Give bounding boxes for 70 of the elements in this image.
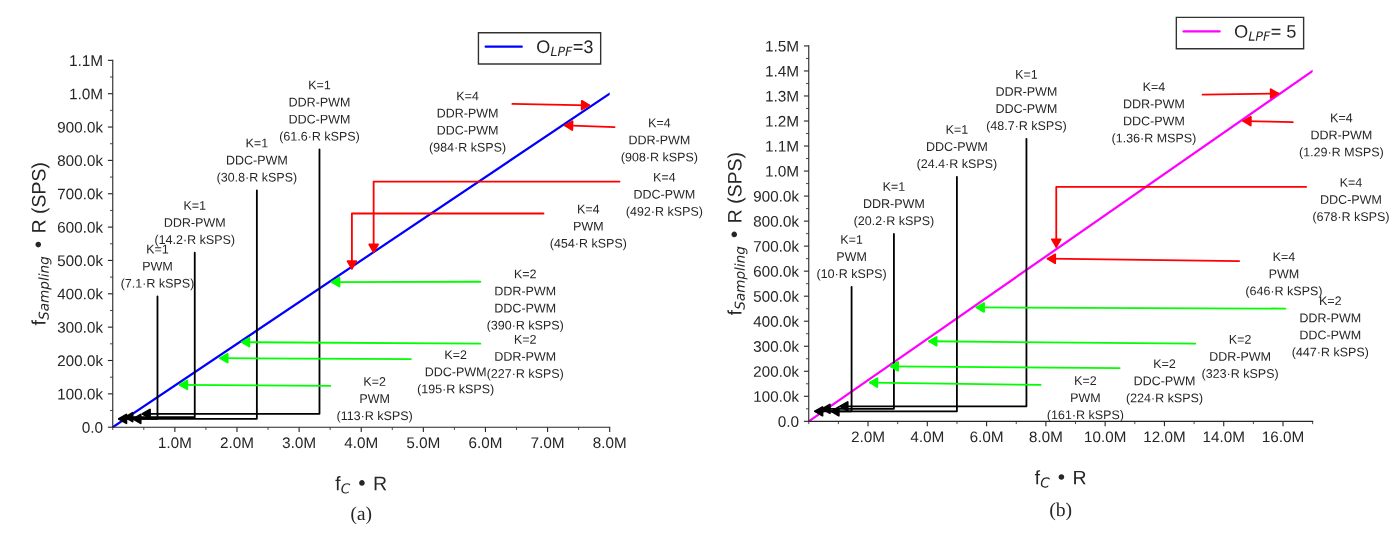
annotation: K=2 PWM (113·R kSPS): [337, 377, 412, 423]
annotation: K=4 DDR-PWM DDC-PWM (1.36·R MSPS): [1112, 82, 1196, 145]
x-tick-label: 2.0M: [220, 437, 253, 449]
text: (a): [351, 506, 372, 525]
x-tick-label: 7.0M: [531, 437, 564, 449]
x-tick-label: 6.0M: [970, 431, 1003, 443]
text: (b): [1050, 502, 1072, 521]
y-tick-label: 1.1M: [766, 141, 798, 152]
annotation: K=4 PWM (454·R kSPS): [550, 204, 627, 251]
x-tick-label: 14.0M: [1203, 431, 1244, 443]
y-tick-label: 100.0k: [58, 388, 104, 400]
y-tick-label: 200.0k: [57, 354, 104, 367]
y-axis-title: f$_{Sampling}$ • R (SPS): [727, 153, 748, 316]
x-tick-label: 8.0M: [593, 437, 626, 449]
y-tick-label: 900.0k: [57, 121, 104, 133]
x-tick-label: 5.0M: [406, 437, 440, 449]
annotation: K=1 DDR-PWM (20.2·R kSPS): [854, 182, 934, 228]
y-tick-label: 300.0k: [57, 321, 104, 333]
y-tick-label: 900.0k: [753, 190, 800, 202]
annotation: K=4 DDR-PWM (908·R kSPS): [621, 118, 698, 164]
y-tick-label: 600.0k: [57, 221, 104, 233]
y-tick-label: 1.3M: [766, 90, 798, 102]
y-tick-label: 200.0k: [753, 365, 800, 377]
annotation: K=2 DDR-PWM (227·R kSPS): [487, 334, 563, 381]
y-tick-label: 1.4M: [766, 65, 798, 77]
y-tick-label: 400.0k: [57, 288, 104, 300]
annotation: K=4 DDR-PWM (1.29·R MSPS): [1299, 113, 1383, 159]
x-tick-label: 6.0M: [469, 437, 502, 449]
y-tick-label: 800.0k: [753, 215, 800, 227]
x-tick-label: 10.0M: [1085, 431, 1126, 443]
x-axis-title: f$_{C}$ • R: [335, 476, 387, 494]
y-tick-label: 500.0k: [753, 290, 800, 302]
x-tick-label: 3.0M: [282, 437, 315, 449]
y-tick-label: 1.5M: [766, 40, 798, 52]
y-tick-label: 700.0k: [753, 240, 800, 252]
y-tick-label: 1.0M: [70, 88, 102, 100]
y-tick-label: 300.0k: [753, 340, 800, 352]
annotation: K=2 DDR-PWM DDC-PWM (447·R kSPS): [1292, 296, 1369, 359]
y-tick-label: 0.0: [778, 416, 799, 428]
annotation: K=4 DDC-PWM (678·R kSPS): [1313, 178, 1389, 224]
annotation: K=1 PWM (10·R kSPS): [817, 235, 886, 281]
x-tick-label: 4.0M: [910, 431, 944, 443]
y-tick-label: 1.0M: [766, 165, 798, 177]
annotation: K=2 DDR-PWM (323·R kSPS): [1202, 334, 1278, 381]
y-tick-label: 100.0k: [754, 390, 800, 402]
x-tick-label: 2.0M: [851, 431, 884, 443]
y-tick-label: 700.0k: [57, 188, 104, 200]
annotation: K=1 DDR-PWM DDC-PWM (48.7·R kSPS): [986, 70, 1066, 133]
x-axis-title: f$_{C}$ • R: [1034, 470, 1086, 488]
y-axis-title: f$_{Sampling}$ • R (SPS): [31, 163, 52, 326]
x-tick-label: 1.0M: [159, 437, 191, 449]
y-tick-label: 800.0k: [57, 154, 104, 167]
annotation: K=2 DDR-PWM DDC-PWM (390·R kSPS): [487, 269, 563, 333]
annotation: K=4 DDC-PWM (492·R kSPS): [626, 172, 703, 219]
x-tick-label: 12.0M: [1144, 431, 1185, 443]
y-tick-label: 600.0k: [753, 265, 800, 277]
y-tick-label: 500.0k: [57, 254, 104, 267]
y-tick-label: 400.0k: [753, 315, 800, 327]
x-tick-label: 4.0M: [344, 437, 377, 449]
x-tick-label: 8.0M: [1029, 431, 1062, 443]
annotation: K=2 PWM (161·R kSPS): [1047, 376, 1124, 422]
annotation: K=2 DDC-PWM (224·R kSPS): [1126, 359, 1203, 405]
y-tick-label: 0.0: [82, 422, 103, 433]
annotation: K=4 DDR-PWM DDC-PWM (984·R kSPS): [429, 91, 506, 155]
legend-label: O$_{LPF}$= 5: [1234, 25, 1296, 41]
legend-label: O$_{LPF}$=3: [537, 40, 593, 56]
x-tick-label: 16.0M: [1262, 431, 1303, 443]
y-tick-label: 1.1M: [70, 55, 102, 66]
y-tick-label: 1.2M: [766, 115, 798, 127]
annotation: K=4 PWM (646·R kSPS): [1246, 252, 1322, 298]
